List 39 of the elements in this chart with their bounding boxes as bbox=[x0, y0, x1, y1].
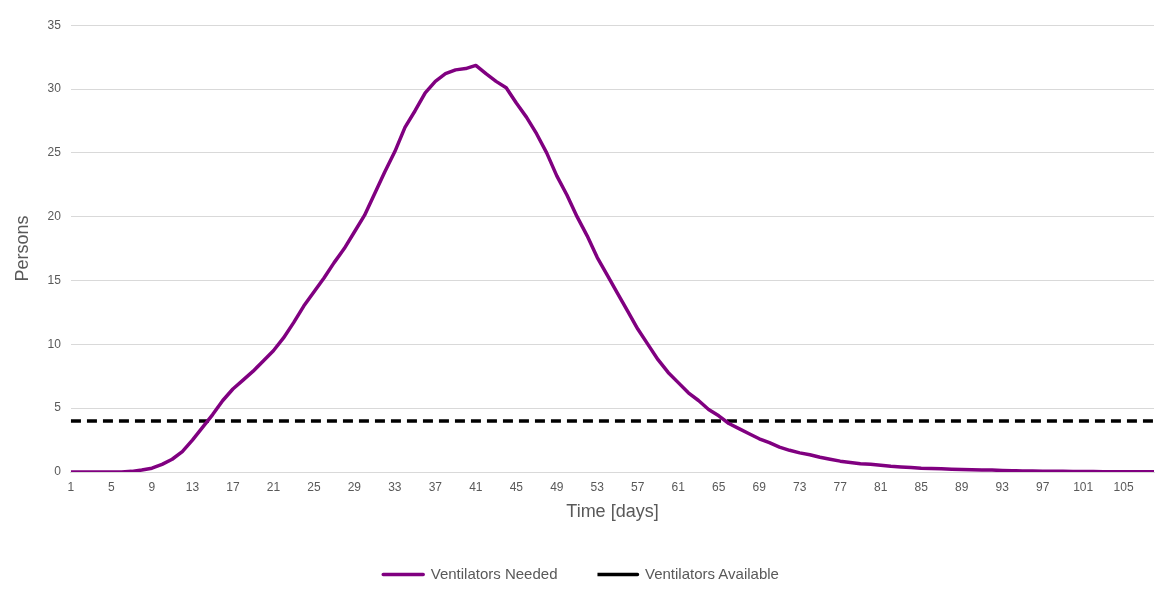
y-tick-label: 35 bbox=[47, 17, 62, 32]
x-tick-label: 93 bbox=[995, 479, 1010, 494]
x-tick-label: 57 bbox=[631, 479, 645, 494]
x-tick-label: 53 bbox=[590, 479, 605, 494]
x-tick-label: 5 bbox=[108, 479, 116, 494]
x-tick-label: 73 bbox=[793, 479, 807, 494]
x-tick-label: 21 bbox=[266, 479, 281, 494]
x-tick-label: 41 bbox=[469, 479, 483, 494]
x-tick-label: 77 bbox=[833, 479, 848, 494]
y-tick-label: 15 bbox=[47, 272, 62, 287]
legend-label: Ventilators Needed bbox=[430, 564, 558, 582]
x-tick-label: 1 bbox=[67, 479, 75, 494]
y-tick-label: 0 bbox=[54, 464, 62, 479]
x-tick-label: 101 bbox=[1073, 479, 1094, 494]
x-tick-label: 61 bbox=[671, 479, 686, 494]
x-tick-label: 33 bbox=[388, 479, 402, 494]
y-tick-label: 10 bbox=[47, 336, 62, 351]
x-tick-label: 65 bbox=[712, 479, 726, 494]
y-tick-label: 30 bbox=[47, 81, 62, 96]
y-tick-label: 5 bbox=[54, 400, 62, 415]
x-tick-label: 85 bbox=[914, 479, 929, 494]
x-tick-label: 69 bbox=[752, 479, 767, 494]
x-axis-title: Time [days] bbox=[566, 501, 659, 522]
y-tick-label: 20 bbox=[47, 209, 62, 223]
y-tick-label: 25 bbox=[47, 145, 62, 160]
x-tick-label: 49 bbox=[550, 479, 564, 494]
x-tick-label: 17 bbox=[226, 479, 240, 494]
legend-label: Ventilators Available bbox=[644, 564, 779, 582]
x-tick-label: 25 bbox=[307, 479, 321, 494]
y-axis-title: Persons bbox=[11, 215, 32, 282]
x-tick-label: 13 bbox=[185, 479, 200, 494]
x-tick-label: 89 bbox=[955, 479, 969, 494]
x-tick-label: 37 bbox=[428, 479, 443, 494]
x-tick-label: 81 bbox=[874, 479, 888, 494]
x-tick-label: 105 bbox=[1113, 479, 1134, 494]
x-tick-label: 45 bbox=[509, 479, 524, 494]
x-tick-label: 29 bbox=[347, 479, 362, 494]
x-tick-label: 9 bbox=[148, 479, 156, 494]
x-tick-label: 97 bbox=[1035, 479, 1050, 494]
